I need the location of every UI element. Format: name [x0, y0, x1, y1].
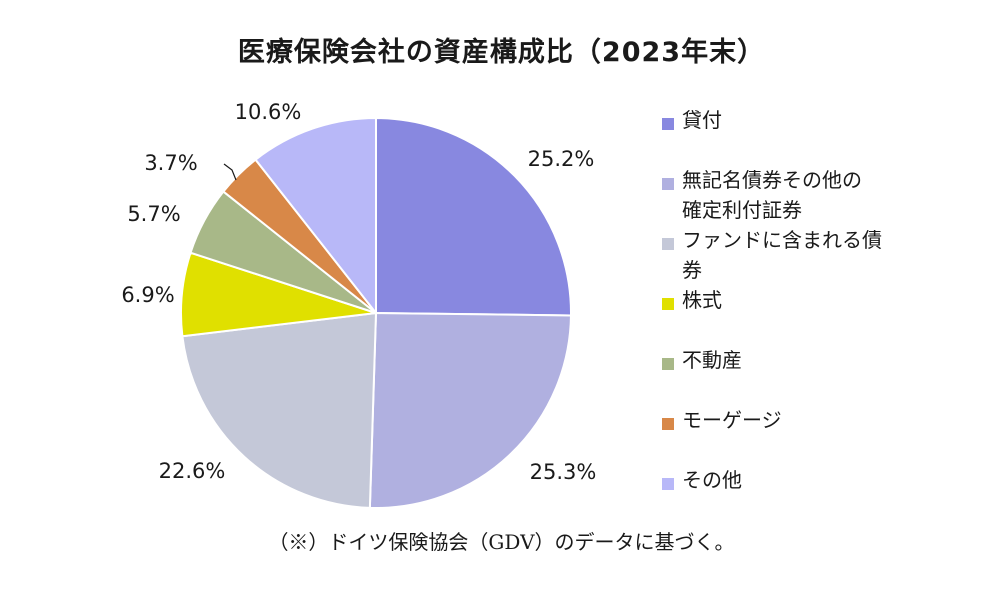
legend-label: ファンドに含まれる債 券: [682, 228, 882, 282]
slice-percent-label: 3.7%: [144, 151, 197, 175]
footnote: （※）ドイツ保険協会（GDV）のデータに基づく。: [268, 530, 735, 554]
pie-slice-1: [375, 116, 572, 317]
legend-label: 無記名債券その他の 確定利付証券: [682, 168, 862, 222]
legend-swatch: [662, 298, 674, 310]
legend-swatch: [662, 178, 674, 190]
legend-swatch: [662, 478, 674, 490]
legend-swatch: [662, 358, 674, 370]
slice-percent-label: 25.2%: [528, 147, 595, 171]
legend-item: 貸付: [662, 108, 722, 135]
slice-percent-label: 6.9%: [121, 283, 174, 307]
legend-item: 不動産: [662, 348, 742, 375]
legend-item: 無記名債券その他の 確定利付証券: [662, 168, 862, 225]
pie-slice-7: [254, 116, 377, 316]
legend-swatch: [662, 418, 674, 430]
legend-item: 株式: [662, 288, 722, 315]
slice-percent-label: 10.6%: [235, 100, 302, 124]
leader-line: [223, 163, 237, 181]
pie-slice-2: [368, 311, 572, 509]
slice-percent-label: 25.3%: [530, 460, 597, 484]
chart-title: 医療保険会社の資産構成比（2023年末）: [237, 37, 766, 68]
pie-slice-3: [181, 311, 378, 509]
slice-percent-label: 22.6%: [159, 459, 226, 483]
legend-label: その他: [682, 468, 742, 492]
legend-item: モーゲージ: [662, 408, 782, 435]
legend-item: その他: [662, 468, 742, 495]
legend-swatch: [662, 118, 674, 130]
legend-label: 不動産: [682, 348, 742, 372]
legend-label: モーゲージ: [682, 408, 782, 432]
legend-swatch: [662, 238, 674, 250]
legend-label: 貸付: [682, 108, 722, 132]
slice-percent-label: 5.7%: [127, 202, 180, 226]
legend-item: ファンドに含まれる債 券: [662, 228, 882, 285]
legend-label: 株式: [682, 288, 722, 312]
